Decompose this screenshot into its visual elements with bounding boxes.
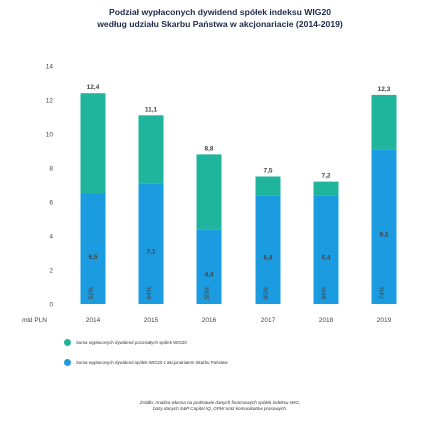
legend-marker-other [64,339,71,346]
bar-total-label: 12,4 [87,84,100,91]
x-tick-label: 2017 [261,317,276,324]
y-unit-label: mld PLN [22,317,47,324]
source-note: Źródło: Analiza własna na podstawie dany… [0,400,440,412]
bar-share-label: 85% [263,286,270,299]
bar-other-segment [371,94,397,150]
x-tick-label: 2016 [202,317,217,324]
bar-state-segment [255,195,281,304]
legend-label-other: Suma wypłaconych dywidend pozostałych sp… [76,340,187,345]
bar-value-label: 6,4 [321,255,330,262]
x-tick-label: 2019 [377,317,392,324]
bar-other-segment [138,115,164,184]
legend-item-state: Suma wypłaconych dywidend spółek WIG20 z… [64,359,228,366]
bar-state-segment [138,183,164,304]
y-tick-label: 4 [49,234,53,241]
legend-label-state: Suma wypłaconych dywidend spółek WIG20 z… [76,360,228,365]
y-tick-label: 14 [46,64,54,71]
bar-total-label: 11,1 [145,106,158,113]
legend-marker-state [64,359,71,366]
chart-title-line-1: Podział wypłaconych dywidend spółek inde… [108,7,332,17]
bar-state-segment [80,193,106,304]
y-tick-label: 10 [46,132,54,139]
chart-title: Podział wypłaconych dywidend spółek inde… [0,6,440,30]
x-tick-label: 2018 [319,317,334,324]
bar-other-segment [196,154,222,230]
chart-title-line-2: według udziału Skarbu Państwa w akcjonar… [97,19,343,29]
bar-value-label: 6,5 [88,254,97,261]
bar-share-label: 50% [204,286,211,299]
bar-other-segment [80,93,106,194]
bar-state-segment [371,149,397,304]
y-tick-label: 2 [49,268,53,275]
y-tick-label: 0 [49,302,53,309]
bar-value-label: 6,4 [263,255,272,262]
bar-value-label: 7,1 [146,249,155,256]
bar-total-label: 12,3 [378,86,391,93]
bar-total-label: 8,8 [204,145,213,152]
bar-other-segment [313,181,339,196]
source-line-1: Źródło: Analiza własna na podstawie dany… [139,400,301,405]
bar-share-label: 64% [146,286,153,299]
y-tick-label: 12 [46,98,54,105]
source-line-2: bazy danych S&P Capital IQ, GPW oraz kom… [152,406,288,411]
x-tick-label: 2014 [86,317,101,324]
bar-total-label: 7,2 [321,173,330,180]
x-tick-label: 2015 [144,317,159,324]
bar-state-segment [313,195,339,304]
y-tick-label: 6 [49,200,53,207]
legend-item-other: Suma wypłaconych dywidend pozostałych sp… [64,339,187,346]
bar-share-label: 89% [321,286,328,299]
bar-value-label: 9,1 [379,232,388,239]
bar-share-label: 52% [88,286,95,299]
bar-value-label: 4,4 [204,272,213,279]
bar-total-label: 7,5 [263,168,272,175]
bar-other-segment [255,176,281,196]
bar-state-segment [196,229,222,304]
y-tick-label: 8 [49,166,53,173]
bar-share-label: 74% [379,286,386,299]
